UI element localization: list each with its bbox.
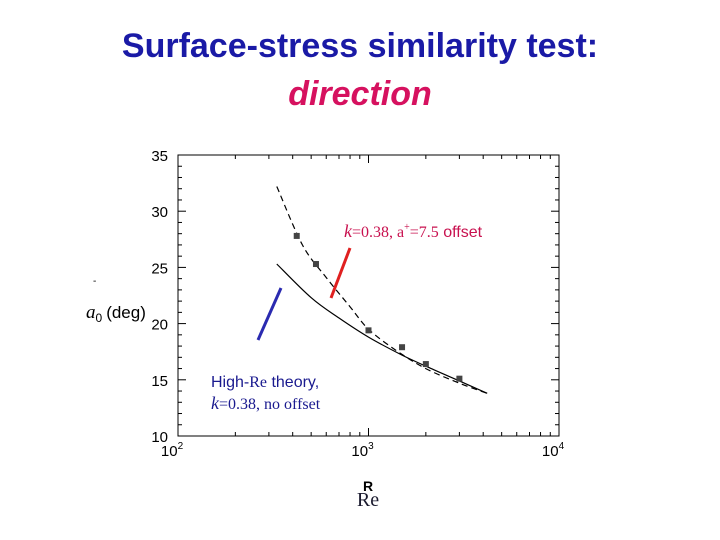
red-annotation-suffix: offset [439, 224, 483, 241]
x-tick-label: 102 [161, 441, 184, 460]
kappa-symbol: k [344, 221, 353, 241]
data-point-marker [293, 232, 300, 239]
y-tick-label: 10 [151, 429, 168, 446]
y-axis-symbol: a [86, 302, 96, 323]
y-tick-labels: 35 30 25 20 15 10 [151, 148, 168, 446]
kappa-symbol: k [211, 393, 220, 413]
data-point-marker [456, 375, 463, 382]
tick-marks [177, 154, 560, 437]
y-axis-label-mark: - [93, 276, 96, 287]
red-annotation-a-value: =7.5 [410, 224, 439, 241]
x-axis-label-top: R [363, 478, 373, 494]
x-tick-labels: 102 103 104 [161, 441, 565, 460]
data-point-marker [399, 344, 406, 351]
series-layer [276, 186, 488, 394]
blue-annotation-line2: k=0.38, no offset [211, 393, 321, 413]
blue-annotation-arrow [256, 287, 283, 341]
x-axis-label: Re [357, 489, 379, 511]
y-tick-label: 35 [151, 148, 168, 165]
data-point-marker [365, 327, 372, 334]
red-annotation-arrow [329, 247, 352, 299]
y-tick-label: 30 [151, 204, 168, 221]
y-axis-label: a0 (deg) [86, 302, 146, 325]
y-tick-label: 15 [151, 373, 168, 390]
y-axis-sub: 0 [96, 311, 103, 325]
y-tick-label: 20 [151, 317, 168, 334]
blue-annotation-line1: High-Re theory, [211, 374, 319, 391]
x-tick-label: 103 [351, 441, 374, 460]
slide-title: Surface-stress similarity test: [121, 27, 599, 65]
y-axis-unit: (deg) [106, 303, 146, 322]
offset-curve [276, 186, 488, 394]
red-annotation: k=0.38, a+=7.5 offset [344, 221, 483, 241]
red-annotation-kappa-value: =0.38, a [352, 224, 404, 241]
slide-subtitle: direction [288, 75, 432, 113]
data-point-marker [422, 361, 429, 368]
x-tick-label: 104 [542, 441, 565, 460]
y-tick-label: 25 [151, 260, 168, 277]
plot-frame [177, 154, 560, 437]
red-annotation-sup: + [404, 222, 410, 233]
data-point-marker [312, 261, 319, 268]
